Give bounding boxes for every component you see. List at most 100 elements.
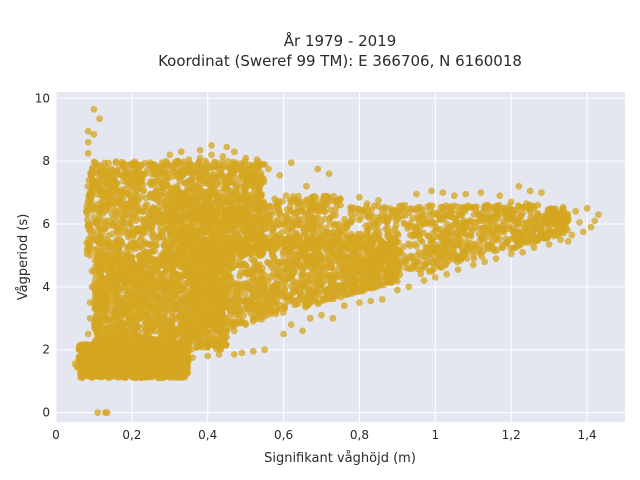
scatter-point [148, 226, 156, 234]
scatter-point [99, 299, 106, 306]
scatter-point [98, 245, 105, 253]
scatter-point [175, 286, 183, 293]
scatter-point [169, 277, 177, 285]
scatter-point [267, 291, 275, 299]
scatter-point [156, 202, 164, 210]
scatter-point [98, 292, 106, 300]
scatter-point [112, 218, 120, 226]
scatter-point [147, 181, 155, 189]
scatter-point [123, 328, 131, 336]
scatter-point [120, 213, 128, 221]
scatter-point [172, 168, 180, 176]
scatter-point [207, 340, 215, 347]
scatter-point [102, 275, 110, 283]
scatter-point [239, 166, 246, 174]
scatter-point [95, 358, 103, 366]
scatter-point [120, 271, 128, 279]
scatter-point [253, 163, 261, 171]
scatter-point [217, 166, 225, 174]
scatter-point [170, 162, 177, 170]
scatter-point [216, 171, 224, 179]
scatter-point [211, 186, 219, 194]
scatter-point [208, 280, 216, 287]
scatter-point [83, 239, 91, 247]
scatter-point [213, 301, 221, 309]
scatter-point [92, 324, 99, 332]
scatter-point [137, 193, 145, 201]
scatter-point [124, 181, 132, 189]
scatter-point [126, 314, 134, 322]
scatter-point [106, 243, 114, 251]
scatter-point [95, 317, 102, 325]
scatter-point [84, 210, 91, 218]
scatter-point [131, 242, 139, 250]
scatter-point [173, 182, 181, 190]
scatter-point [236, 307, 243, 315]
scatter-point [106, 348, 114, 356]
scatter-point [133, 203, 140, 211]
scatter-point [138, 234, 145, 242]
scatter-point [130, 324, 138, 332]
scatter-point [128, 211, 135, 219]
scatter-point [168, 331, 176, 339]
scatter-point [123, 277, 131, 285]
scatter-point [147, 190, 155, 198]
scatter-point [230, 320, 238, 328]
scatter-point [131, 260, 139, 268]
scatter-point [145, 342, 153, 349]
scatter-point [149, 257, 157, 265]
scatter-point [177, 172, 185, 180]
scatter-point [127, 255, 135, 262]
scatter-point [112, 343, 120, 351]
scatter-point [210, 170, 218, 178]
scatter-point [281, 301, 289, 309]
scatter-point [112, 179, 120, 187]
scatter-point [233, 186, 241, 194]
scatter-point [142, 170, 149, 177]
scatter-point [237, 250, 245, 258]
scatter-point [154, 263, 162, 271]
scatter-point [134, 225, 142, 233]
scatter-point [221, 181, 229, 189]
scatter-point [140, 227, 147, 234]
scatter-point [153, 363, 161, 371]
scatter-point [167, 185, 175, 193]
scatter-point [97, 209, 104, 217]
scatter-point [171, 294, 179, 302]
scatter-point [119, 173, 127, 180]
scatter-point [158, 219, 166, 227]
scatter-point [185, 161, 193, 168]
scatter-point [169, 302, 177, 310]
scatter-point [121, 224, 129, 232]
scatter-point [160, 241, 168, 248]
scatter-point [162, 296, 170, 304]
scatter-point [217, 337, 225, 345]
scatter-point [97, 185, 105, 193]
scatter-point [154, 196, 162, 204]
scatter-point [104, 177, 112, 185]
scatter-point [256, 292, 264, 299]
scatter-point [105, 159, 112, 167]
scatter-point [129, 294, 136, 302]
scatter-point [87, 354, 94, 362]
scatter-point [114, 243, 122, 251]
scatter-point [185, 259, 193, 267]
scatter-point [159, 169, 167, 177]
scatter-point [131, 369, 139, 376]
scatter-point [103, 204, 110, 212]
scatter-point [123, 243, 131, 251]
scatter-point [253, 176, 261, 184]
scatter-point [234, 180, 242, 187]
scatter-point [142, 215, 150, 223]
scatter-point [94, 216, 101, 224]
scatter-point [95, 161, 102, 169]
scatter-point [148, 312, 155, 320]
scatter-point [94, 261, 102, 269]
scatter-point [154, 302, 162, 309]
scatter-point [142, 325, 150, 333]
scatter-point [97, 351, 105, 358]
scatter-point [98, 342, 106, 349]
scatter-point [241, 291, 249, 299]
scatter-point [147, 210, 154, 218]
